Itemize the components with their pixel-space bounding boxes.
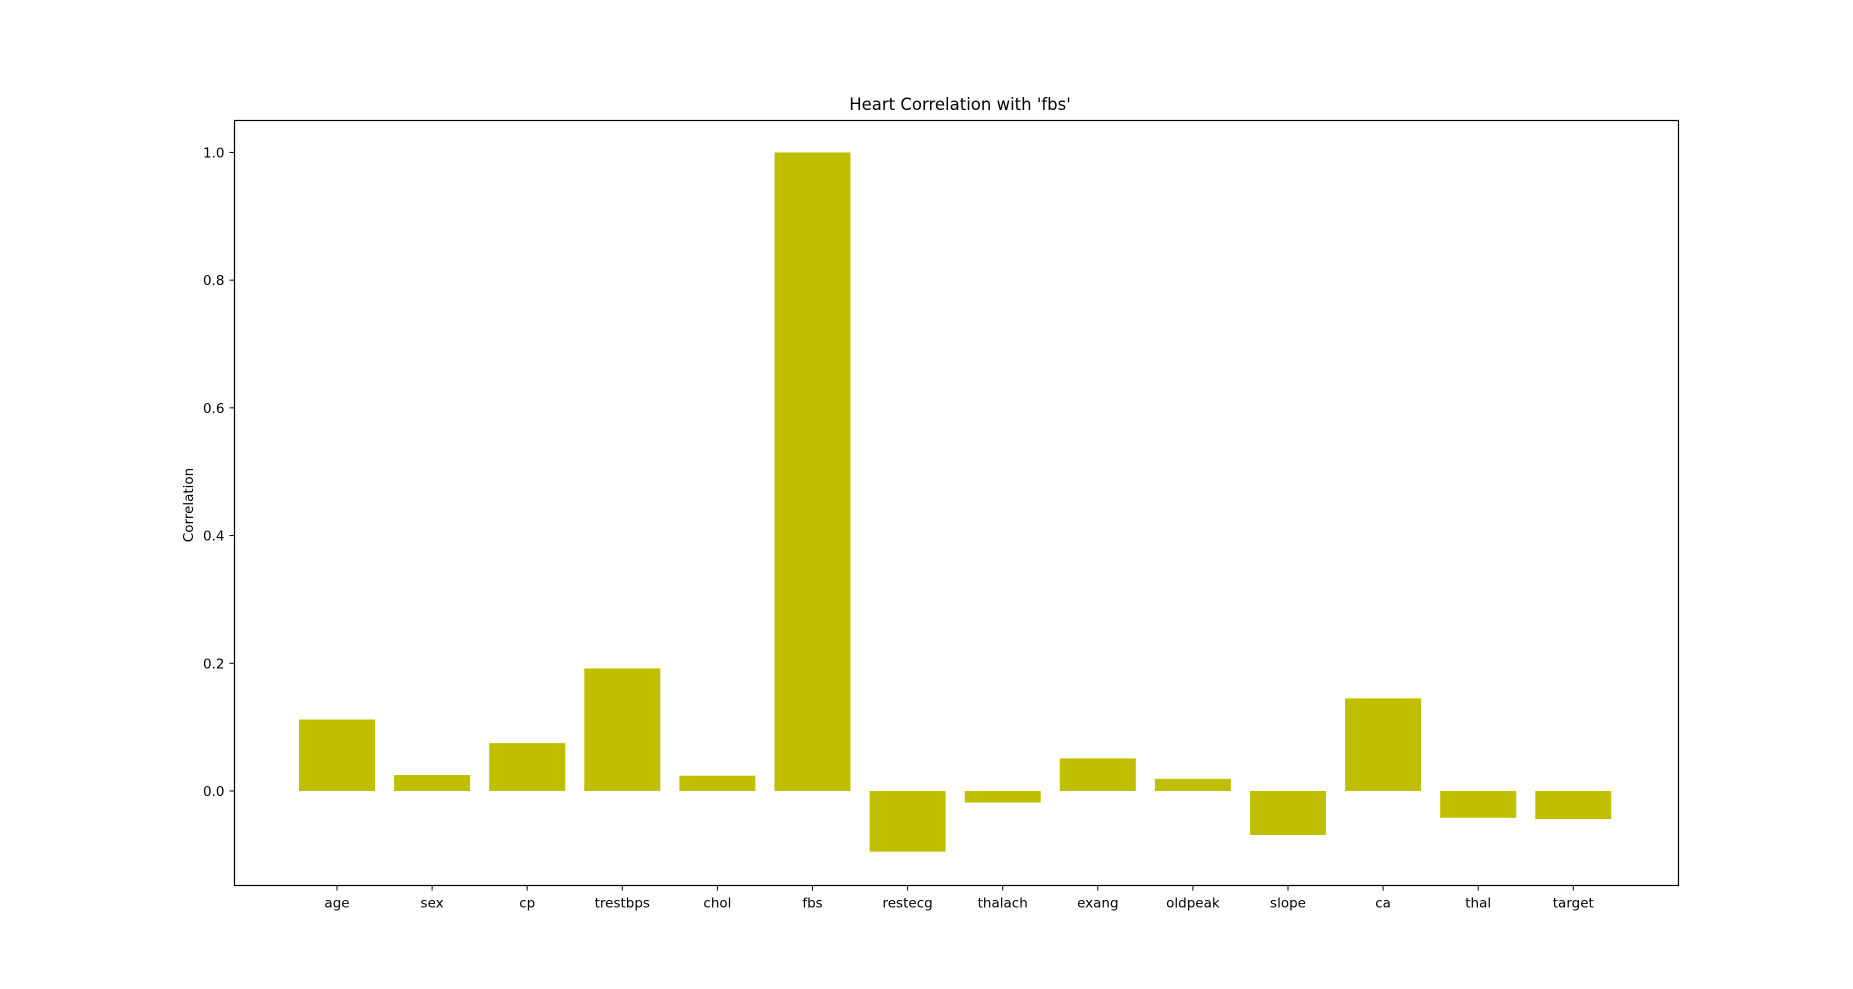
bar-age bbox=[299, 719, 375, 791]
bar-restecg bbox=[869, 790, 946, 852]
y-tick-label: 1.0 bbox=[203, 145, 224, 161]
bar-slope bbox=[1250, 790, 1326, 836]
y-tick-label: 0.6 bbox=[203, 401, 224, 417]
x-tick-label-age: age bbox=[324, 896, 349, 912]
x-tick-label-restecg: restecg bbox=[883, 896, 933, 912]
bar-target bbox=[1535, 790, 1612, 820]
x-tick-label-thalach: thalach bbox=[978, 896, 1028, 912]
x-axis-ticks: age sex cp trestbps chol fbs restecg thalach exa… bbox=[324, 885, 1594, 912]
x-tick-label-oldpeak: oldpeak bbox=[1166, 896, 1220, 912]
bar-ca bbox=[1345, 698, 1422, 791]
bar-trestbps bbox=[584, 668, 661, 791]
x-tick-label-cp: cp bbox=[519, 896, 535, 912]
bar-exang bbox=[1059, 758, 1136, 791]
bar-cp bbox=[489, 743, 566, 791]
bars bbox=[299, 152, 1612, 852]
x-tick-label-thal: thal bbox=[1465, 896, 1491, 912]
bar-chol bbox=[679, 775, 756, 791]
x-tick-label-slope: slope bbox=[1270, 896, 1306, 912]
y-axis-label: Correlation bbox=[181, 468, 197, 542]
x-tick-label-sex: sex bbox=[421, 896, 444, 912]
y-tick-label: 0.8 bbox=[203, 273, 224, 289]
y-tick-label: 0.4 bbox=[203, 529, 224, 545]
x-tick-label-target: target bbox=[1553, 896, 1594, 912]
bar-thalach bbox=[964, 790, 1041, 803]
x-tick-label-exang: exang bbox=[1077, 896, 1118, 912]
y-axis-ticks: 0.0 0.2 0.4 0.6 0.8 1.0 bbox=[203, 145, 235, 800]
bar-sex bbox=[394, 775, 471, 791]
chart-title: Heart Correlation with 'fbs' bbox=[849, 95, 1071, 114]
bar-thal bbox=[1440, 790, 1517, 818]
x-tick-label-fbs: fbs bbox=[802, 896, 822, 912]
x-tick-label-chol: chol bbox=[703, 896, 731, 912]
x-tick-label-trestbps: trestbps bbox=[595, 896, 650, 912]
bar-fbs bbox=[774, 152, 851, 791]
x-tick-label-ca: ca bbox=[1375, 896, 1391, 912]
plot-frame bbox=[233, 119, 1680, 887]
bar-oldpeak bbox=[1154, 778, 1231, 791]
y-tick-label: 0.2 bbox=[203, 656, 224, 672]
y-tick-label: 0.0 bbox=[203, 784, 224, 800]
